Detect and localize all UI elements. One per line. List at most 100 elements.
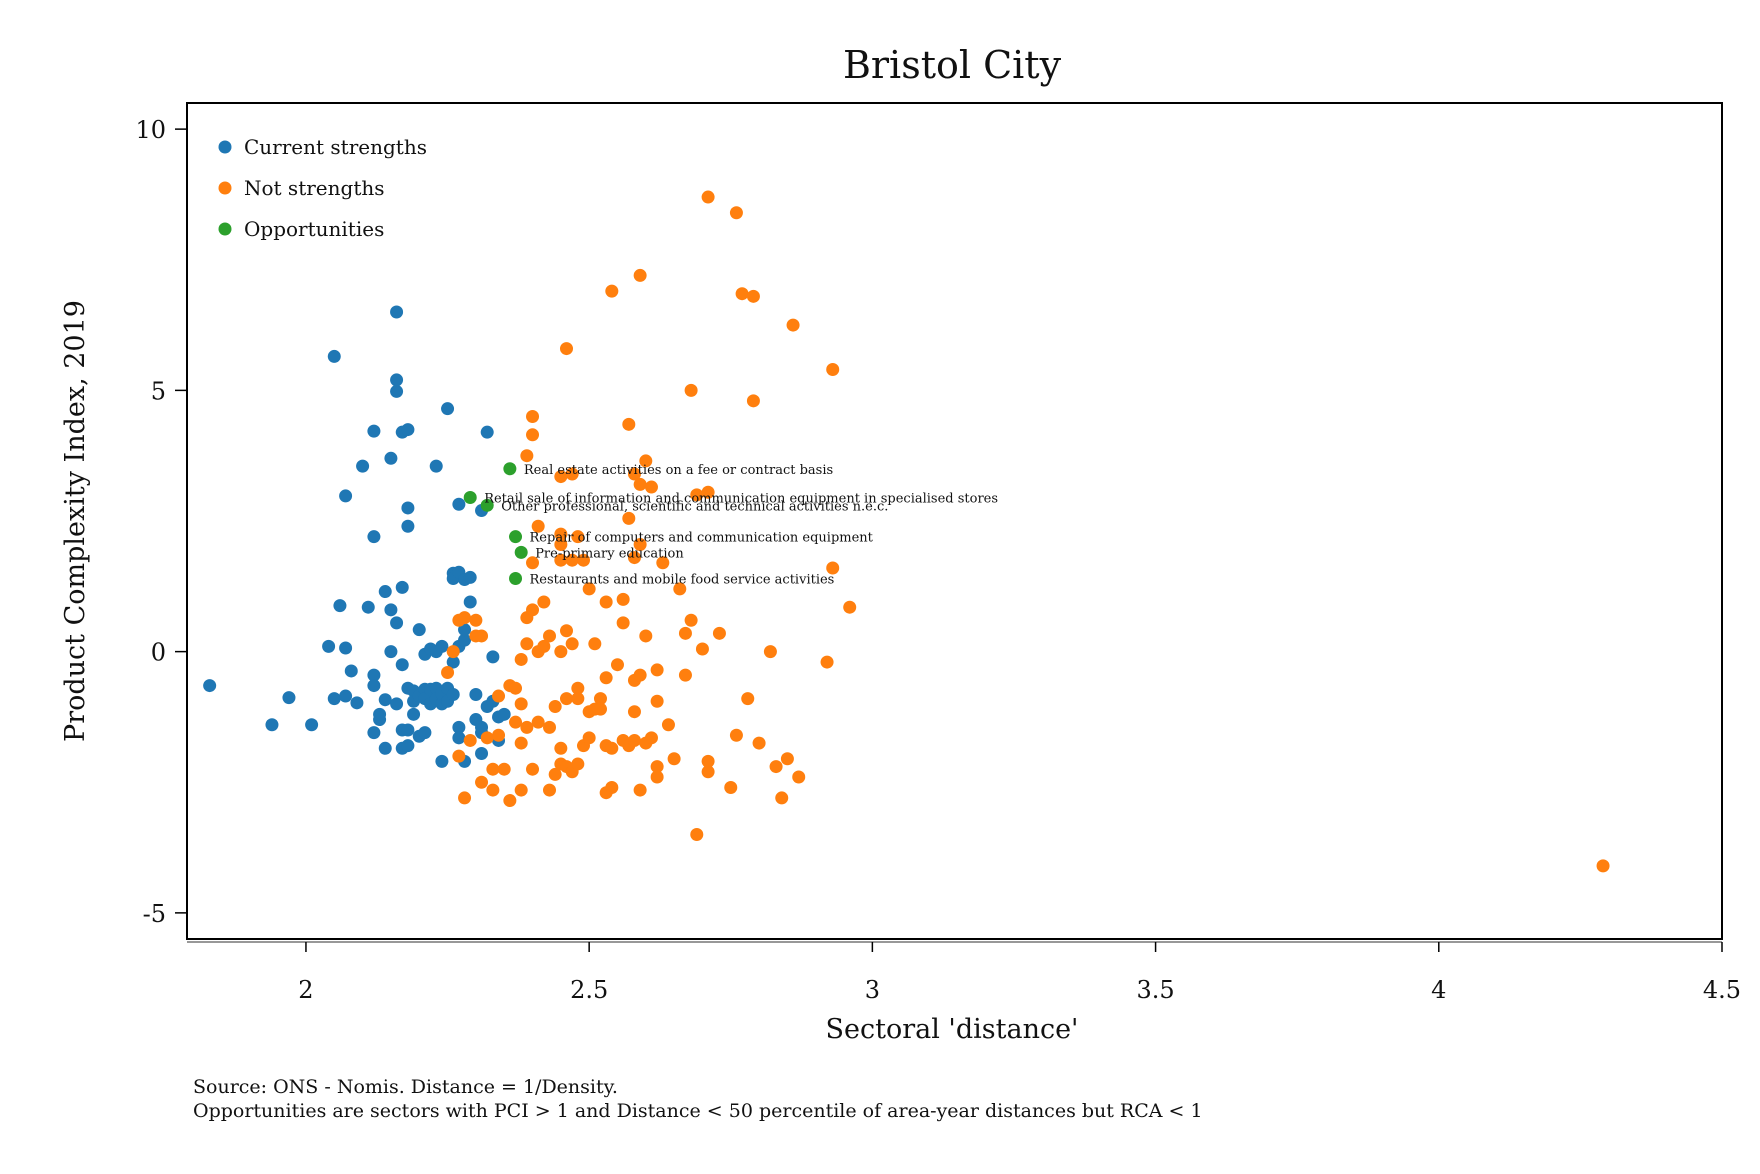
y-tick-label: 5 [151,377,166,405]
point-not-strengths [492,689,506,703]
point-opportunities [463,490,477,504]
point-not-strengths [543,629,557,643]
point-not-strengths [673,582,687,596]
point-not-strengths [605,741,619,755]
point-current-strengths [378,585,392,599]
x-tick-label: 4 [1431,976,1446,1004]
point-not-strengths [605,780,619,794]
point-not-strengths [520,449,534,463]
point-not-strengths [729,728,743,742]
point-current-strengths [384,451,398,465]
point-not-strengths [526,556,540,570]
point-not-strengths [543,783,557,797]
point-current-strengths [486,650,500,664]
point-not-strengths [633,783,647,797]
opportunity-label: Real estate activities on a fee or contr… [524,463,833,478]
point-current-strengths [446,687,460,701]
point-current-strengths [339,641,353,655]
point-not-strengths [492,728,506,742]
point-not-strengths [526,428,540,442]
legend-marker [218,140,232,154]
point-not-strengths [678,668,692,682]
point-current-strengths [401,723,415,737]
point-current-strengths [356,459,370,473]
point-not-strengths [497,762,511,776]
x-axis: 2 2.5 3 3.5 4 4.5 [187,941,1741,1004]
point-not-strengths [520,720,534,734]
chart-title: Bristol City [843,43,1062,87]
point-not-strengths [514,697,528,711]
point-current-strengths [367,726,381,740]
point-current-strengths [305,718,319,732]
point-current-strengths [350,696,364,710]
point-not-strengths [565,637,579,651]
point-current-strengths [401,501,415,515]
point-not-strengths [526,410,540,423]
point-not-strengths [622,417,636,431]
point-not-strengths [627,733,641,747]
point-not-strengths [690,488,704,502]
point-not-strengths [746,289,760,303]
point-current-strengths [446,655,460,669]
point-current-strengths [384,645,398,659]
point-not-strengths [695,642,709,656]
point-not-strengths [571,530,585,544]
point-not-strengths [599,595,613,609]
point-not-strengths [554,527,568,541]
source-note: Source: ONS - Nomis. Distance = 1/Densit… [193,1076,618,1098]
point-not-strengths [644,731,658,745]
point-not-strengths [701,754,715,768]
point-not-strengths [452,749,466,763]
point-current-strengths [401,519,415,533]
opportunity-label: Pre-primary education [535,546,684,561]
data-points [203,190,1610,873]
point-not-strengths [475,775,489,789]
point-not-strengths [548,699,562,713]
point-not-strengths [469,613,483,627]
point-opportunities [503,462,517,476]
definition-note: Opportunities are sectors with PCI > 1 a… [193,1100,1203,1122]
point-not-strengths [576,553,590,567]
point-current-strengths [475,720,489,734]
opportunity-label: Other professional, scientific and techn… [501,499,888,514]
point-not-strengths [820,655,834,669]
point-not-strengths [571,757,585,771]
point-current-strengths [412,623,426,637]
point-current-strengths [367,679,381,693]
point-not-strengths [514,783,528,797]
point-not-strengths [548,767,562,781]
point-current-strengths [435,754,449,768]
point-not-strengths [520,637,534,651]
point-not-strengths [752,736,766,750]
point-current-strengths [390,616,404,630]
point-current-strengths [322,639,336,653]
point-not-strengths [616,616,630,630]
point-not-strengths [531,715,545,729]
opportunity-label: Repair of computers and communication eq… [530,531,874,546]
point-not-strengths [565,553,579,567]
point-not-strengths [458,611,472,625]
point-not-strengths [763,645,777,659]
x-tick-label: 3 [865,976,880,1004]
point-not-strengths [588,637,602,651]
point-not-strengths [571,681,585,695]
point-not-strengths [582,582,596,596]
point-current-strengths [452,720,466,734]
point-not-strengths [526,603,540,617]
point-current-strengths [344,664,358,678]
point-current-strengths [339,489,353,503]
point-current-strengths [435,639,449,653]
point-not-strengths [746,394,760,408]
point-not-strengths [599,671,613,685]
point-current-strengths [458,623,472,637]
point-not-strengths [684,383,698,397]
point-current-strengths [384,603,398,617]
point-not-strengths [724,780,738,794]
point-not-strengths [582,731,596,745]
point-not-strengths [543,720,557,734]
point-not-strengths [741,692,755,706]
point-not-strengths [560,624,574,638]
point-not-strengths [639,629,653,643]
point-not-strengths [826,362,840,376]
